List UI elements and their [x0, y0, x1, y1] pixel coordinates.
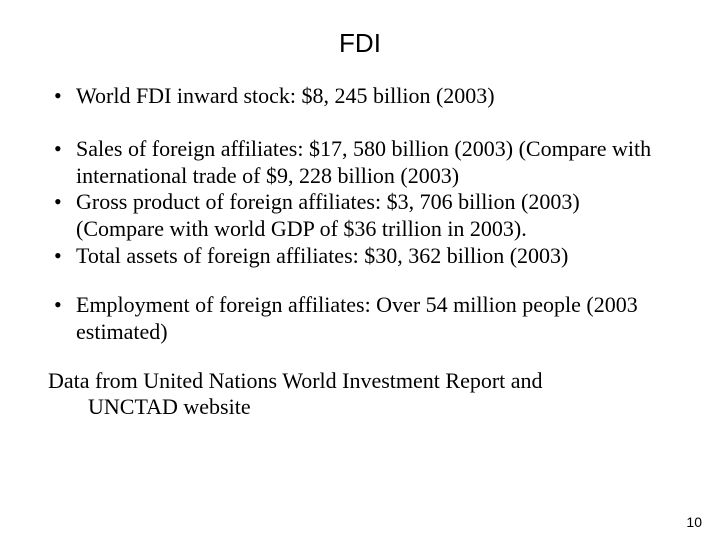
spacer: [48, 346, 672, 368]
slide: FDI World FDI inward stock: $8, 245 bill…: [0, 0, 720, 540]
source-note: Data from United Nations World Investmen…: [48, 368, 672, 422]
list-item: World FDI inward stock: $8, 245 billion …: [48, 83, 672, 110]
page-number: 10: [686, 514, 702, 530]
bullet-group-2: Sales of foreign affiliates: $17, 580 bi…: [48, 136, 672, 270]
list-item: Total assets of foreign affiliates: $30,…: [48, 243, 672, 270]
source-line-1: Data from United Nations World Investmen…: [48, 368, 543, 393]
list-item: Sales of foreign affiliates: $17, 580 bi…: [48, 136, 672, 190]
source-line-2: UNCTAD website: [48, 394, 672, 421]
slide-title: FDI: [48, 28, 672, 59]
list-item: Employment of foreign affiliates: Over 5…: [48, 292, 672, 346]
bullet-group-3: Employment of foreign affiliates: Over 5…: [48, 292, 672, 346]
spacer: [48, 270, 672, 292]
list-item: Gross product of foreign affiliates: $3,…: [48, 189, 672, 243]
bullet-group-1: World FDI inward stock: $8, 245 billion …: [48, 83, 672, 110]
spacer: [48, 110, 672, 136]
